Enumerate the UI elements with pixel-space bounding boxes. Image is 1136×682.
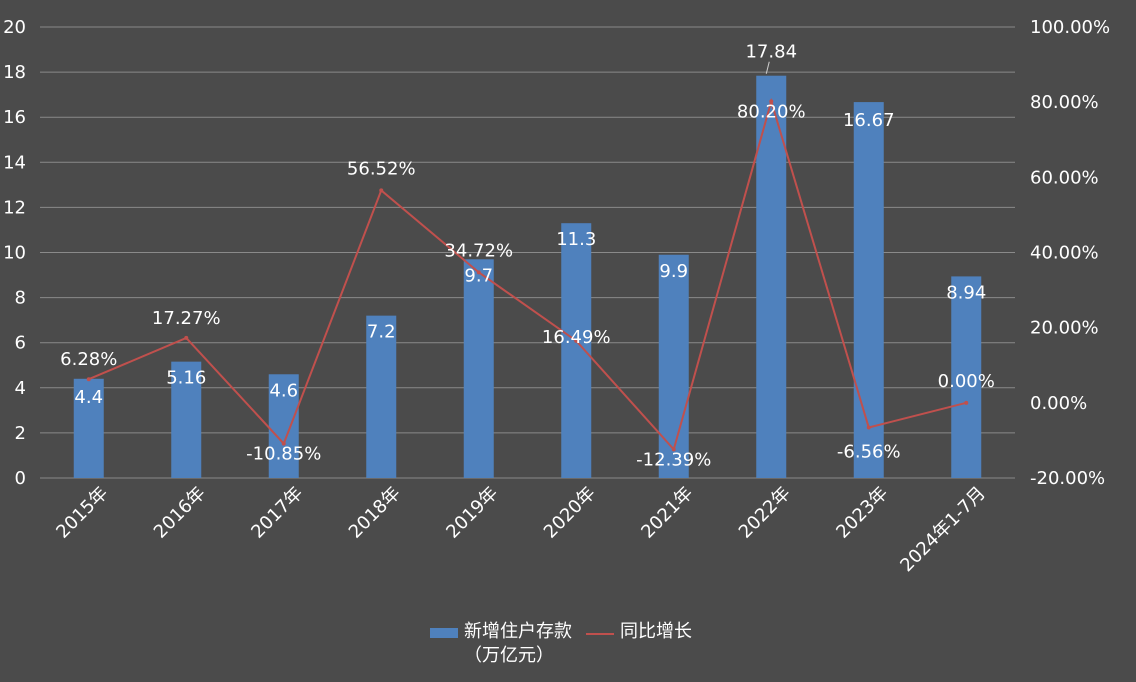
bar xyxy=(853,102,884,479)
y-right-tick-label: 80.00% xyxy=(1030,92,1099,113)
growth-line xyxy=(88,97,967,452)
y-right-tick-label: 40.00% xyxy=(1030,243,1099,264)
legend-label-growth: 同比增长 xyxy=(620,621,692,642)
growth-point xyxy=(281,441,286,446)
bar xyxy=(658,254,689,478)
bar-value-label: 8.94 xyxy=(946,282,986,303)
y-left-tick-label: 0 xyxy=(15,468,26,489)
legend-entry-deposits: 新增住户存款 （万亿元） xyxy=(430,620,572,668)
line-value-label: 16.49% xyxy=(542,327,611,348)
bar-value-label: 9.9 xyxy=(659,261,688,282)
x-tick-label: 2021年 xyxy=(637,483,697,543)
growth-point xyxy=(379,188,384,193)
legend: 新增住户存款 （万亿元） 同比增长 xyxy=(430,620,692,668)
bar xyxy=(73,378,104,478)
x-tick-label: 2020年 xyxy=(540,483,600,543)
y-left-tick-label: 2 xyxy=(15,423,26,444)
growth-point xyxy=(769,99,774,104)
y-left-tick-label: 4 xyxy=(15,378,26,399)
bar-value-label: 17.84 xyxy=(745,42,797,63)
y-left-tick-label: 20 xyxy=(3,17,26,38)
x-tick-label: 2024年1-7月 xyxy=(896,483,989,576)
y-right-tick-label: 20.00% xyxy=(1030,318,1099,339)
y-right-tick-label: -20.00% xyxy=(1030,468,1105,489)
line-value-label: 0.00% xyxy=(938,371,995,392)
growth-point xyxy=(476,270,481,275)
growth-point xyxy=(964,400,969,405)
line-value-label: 6.28% xyxy=(60,349,117,370)
line-value-label: 56.52% xyxy=(347,158,416,179)
x-tick-label: 2015年 xyxy=(52,483,112,543)
label-leader-line xyxy=(765,61,770,74)
line-value-label: 80.20% xyxy=(737,101,806,122)
y-left-tick-label: 12 xyxy=(3,197,26,218)
legend-label-deposits: 新增住户存款 （万亿元） xyxy=(464,621,572,666)
bar-value-label: 9.7 xyxy=(464,265,493,286)
x-tick-label: 2022年 xyxy=(735,483,795,543)
bar xyxy=(366,315,397,478)
legend-swatch-deposits xyxy=(430,628,458,638)
bar xyxy=(951,276,982,478)
bar xyxy=(463,259,494,478)
bar-value-label: 7.2 xyxy=(367,322,396,343)
legend-entry-growth: 同比增长 xyxy=(586,620,692,644)
bar xyxy=(171,361,202,478)
y-right-tick-label: 100.00% xyxy=(1030,17,1110,38)
line-value-label: -6.56% xyxy=(837,441,901,462)
bar xyxy=(561,223,592,478)
y-left-tick-label: 8 xyxy=(15,288,26,309)
x-tick-label: 2019年 xyxy=(442,483,502,543)
growth-point xyxy=(86,377,91,382)
x-tick-label: 2017年 xyxy=(247,483,307,543)
legend-swatch-growth xyxy=(586,633,614,635)
bar-value-label: 11.3 xyxy=(556,229,596,250)
y-left-tick-label: 6 xyxy=(15,333,26,354)
growth-point xyxy=(574,338,579,343)
bar xyxy=(756,75,787,478)
x-tick-label: 2016年 xyxy=(150,483,210,543)
bar xyxy=(268,374,299,478)
growth-point xyxy=(671,447,676,452)
y-left-tick-label: 14 xyxy=(3,152,26,173)
bar-value-label: 5.16 xyxy=(166,368,206,389)
y-right-tick-label: 0.00% xyxy=(1030,393,1087,414)
x-tick-label: 2023年 xyxy=(832,483,892,543)
bar-value-label: 4.4 xyxy=(74,387,103,408)
line-value-label: 17.27% xyxy=(152,308,221,329)
bar-value-label: 16.67 xyxy=(843,110,895,131)
line-value-label: -10.85% xyxy=(246,444,321,465)
growth-point xyxy=(184,335,189,340)
y-left-tick-label: 10 xyxy=(3,243,26,264)
growth-point xyxy=(866,425,871,430)
x-tick-label: 2018年 xyxy=(345,483,405,543)
y-left-tick-label: 18 xyxy=(3,62,26,83)
line-value-label: -12.39% xyxy=(636,449,711,470)
bar-value-label: 4.6 xyxy=(269,380,298,401)
y-right-tick-label: 60.00% xyxy=(1030,167,1099,188)
line-value-label: 34.72% xyxy=(444,240,513,261)
y-left-tick-label: 16 xyxy=(3,107,26,128)
